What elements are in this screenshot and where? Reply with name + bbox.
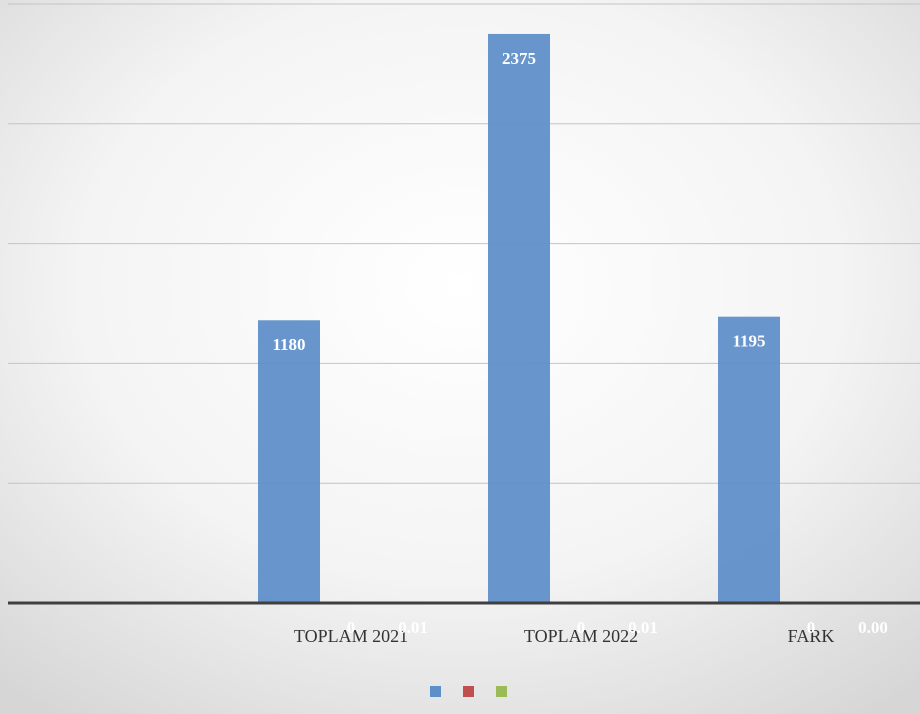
data-label: 2375 xyxy=(502,49,536,68)
bar xyxy=(488,33,550,603)
data-label: 0.01 xyxy=(398,618,428,637)
legend-swatch xyxy=(430,686,441,697)
legend-swatch xyxy=(463,686,474,697)
data-label: 1180 xyxy=(272,335,305,354)
data-label: 0.00 xyxy=(858,618,888,637)
data-label: 0 xyxy=(577,618,586,637)
bar xyxy=(258,320,320,603)
data-label: 0.01 xyxy=(628,618,658,637)
x-tick-label: TOPLAM 2022 xyxy=(524,626,638,646)
x-tick-label: TOPLAM 2021 xyxy=(294,626,408,646)
legend-swatch xyxy=(496,686,507,697)
data-label: 1195 xyxy=(732,332,765,351)
data-label: 0 xyxy=(807,618,816,637)
data-label: 0 xyxy=(347,618,356,637)
x-tick-label: FARK xyxy=(788,626,835,646)
bar xyxy=(718,316,780,603)
